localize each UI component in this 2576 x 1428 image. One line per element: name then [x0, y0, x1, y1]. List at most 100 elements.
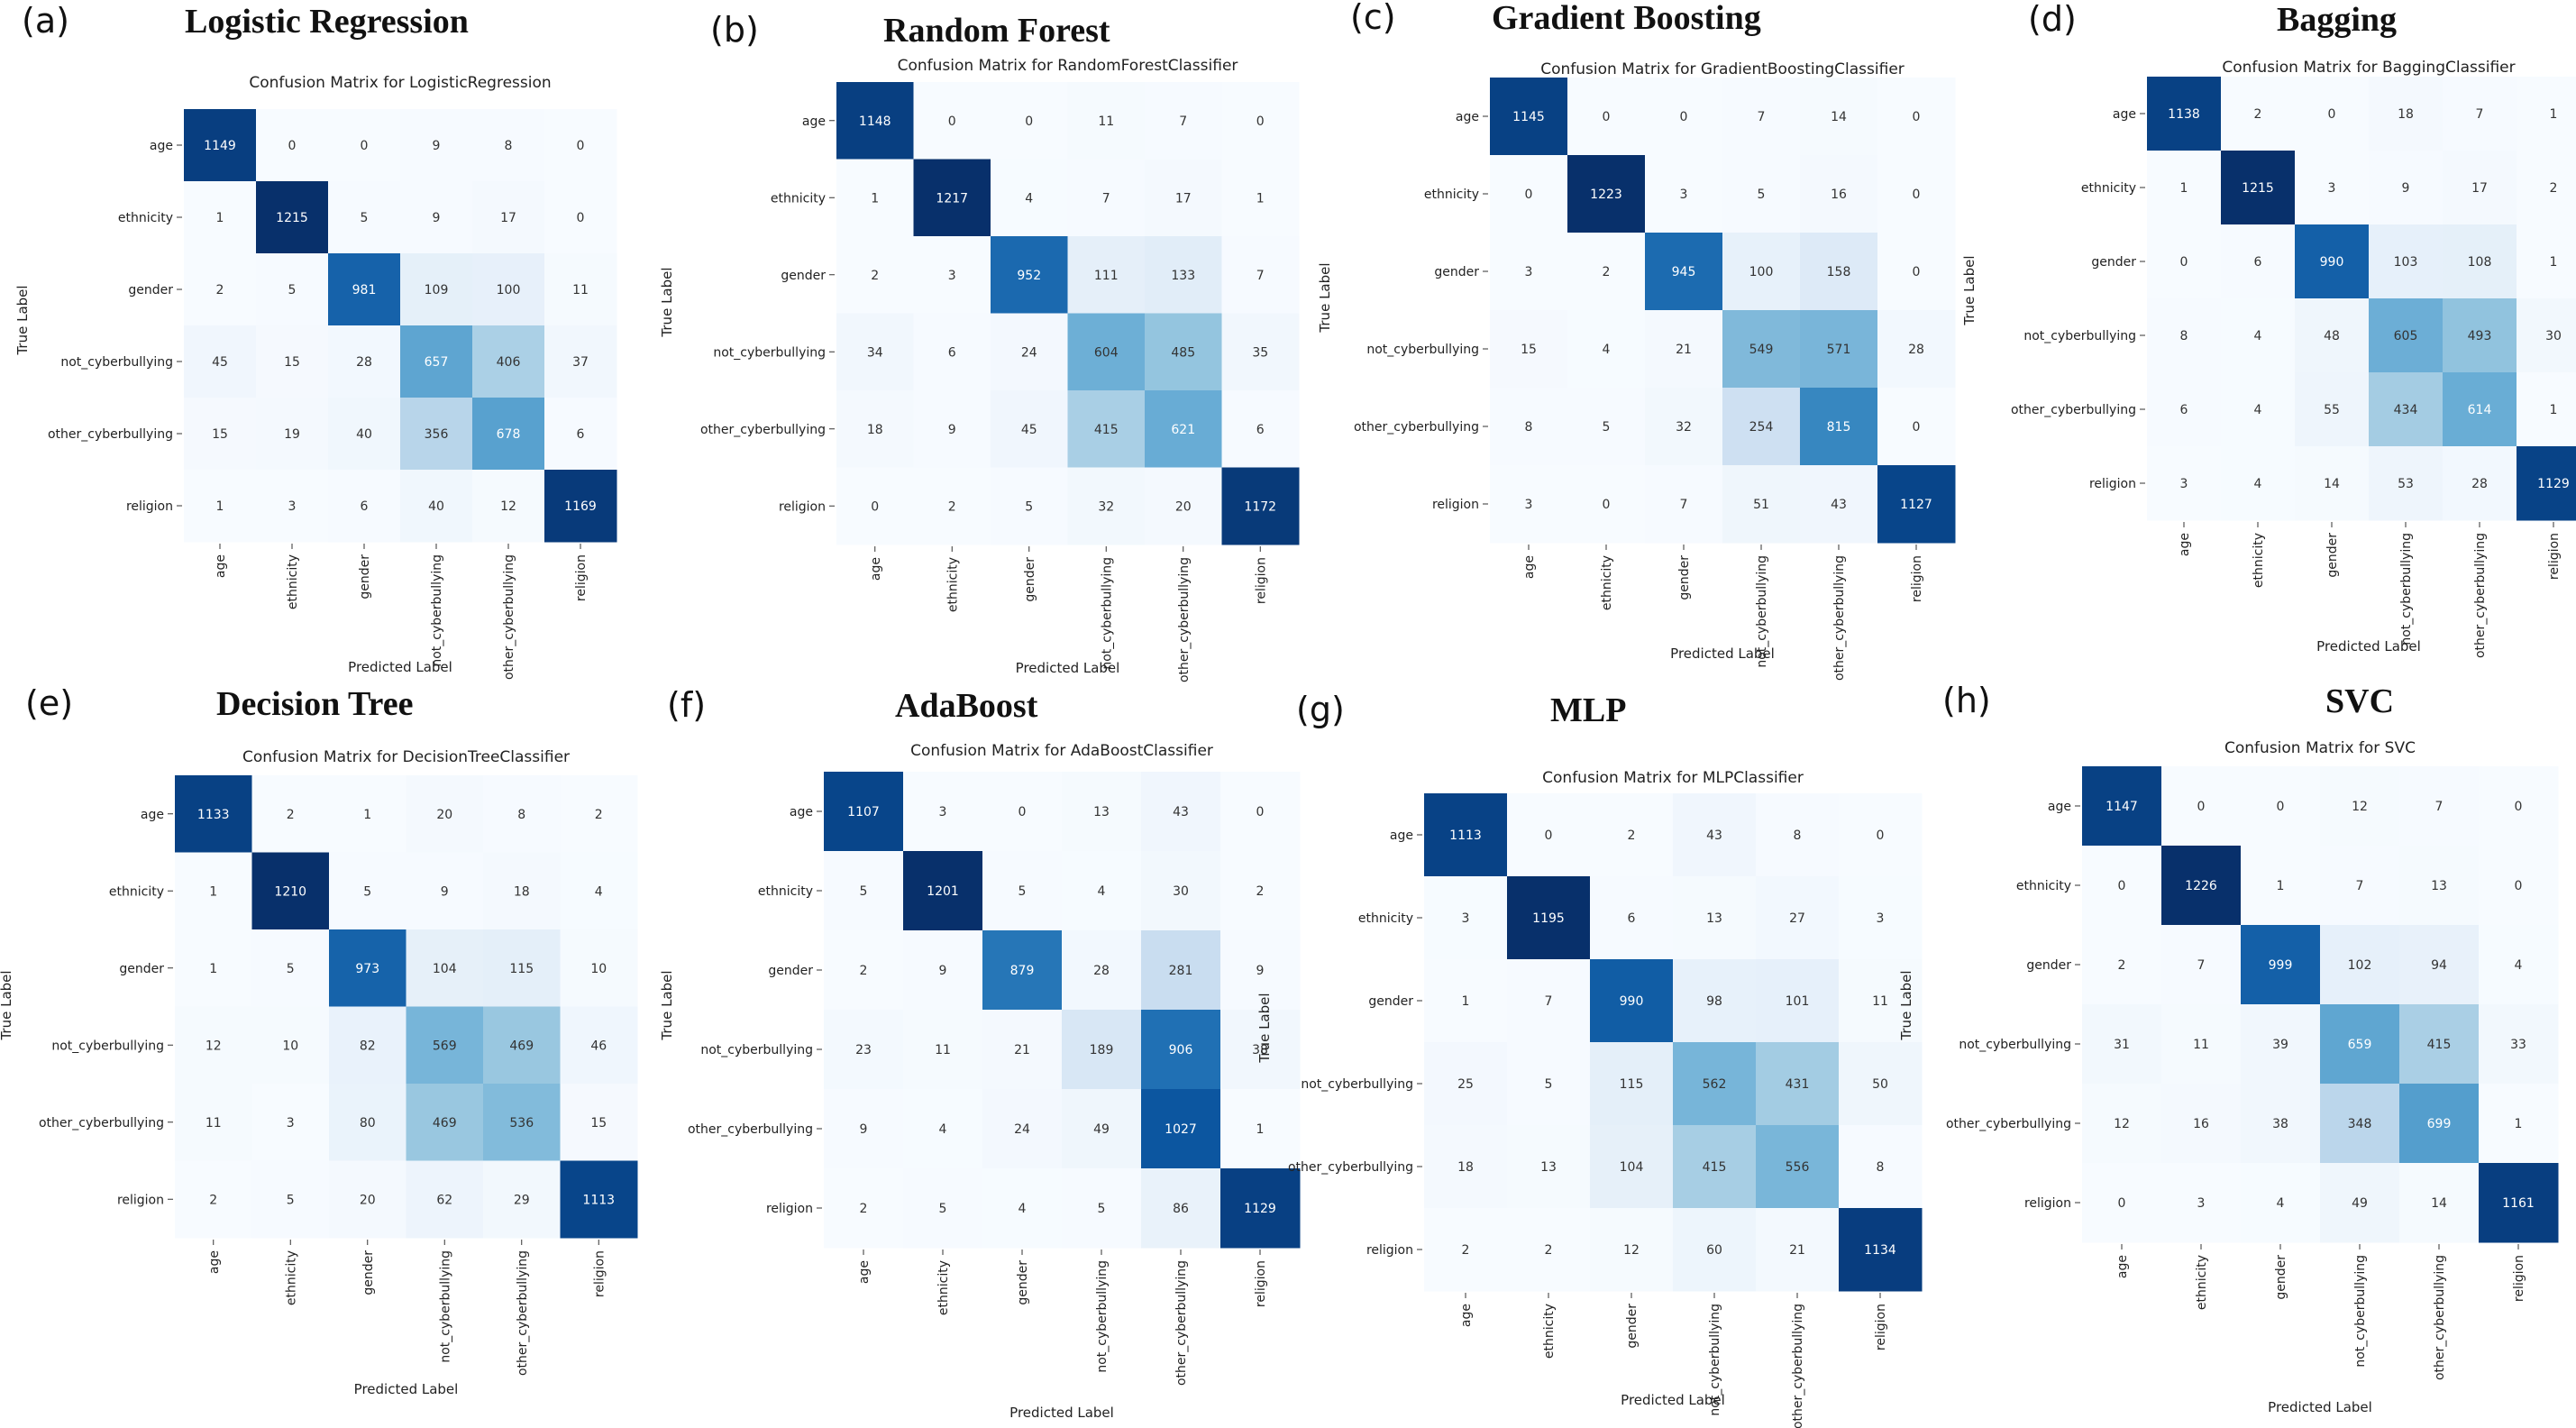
cell-value-label: 562: [1703, 1077, 1727, 1092]
cell-value-label: 7: [2197, 958, 2206, 973]
heatmap-cell: [2443, 446, 2517, 521]
heatmap-cell: [1141, 930, 1221, 1011]
heatmap-cell: [1722, 388, 1801, 466]
cell-value-label: 1169: [564, 499, 597, 514]
cell-value-label: 6: [948, 345, 956, 360]
cell-value-label: 16: [1831, 188, 1847, 202]
heatmap-cell: [1590, 959, 1674, 1043]
cell-value-label: 49: [2352, 1196, 2368, 1211]
cell-value-label: 0: [1680, 110, 1688, 124]
heatmap-cell: [1645, 388, 1723, 466]
heatmap-cell: [2320, 766, 2400, 847]
heatmap-cell: [1507, 876, 1591, 960]
y-axis-label: True Label: [14, 285, 31, 355]
heatmap-cell: [903, 1089, 983, 1169]
heatmap-cell: [1839, 793, 1923, 877]
y-tick-label: other_cyberbullying: [1288, 1160, 1413, 1175]
chart-title: Confusion Matrix for RandomForestClassif…: [898, 57, 1238, 75]
cell-value-label: 109: [425, 283, 449, 298]
x-tick-label: not_cyberbullying: [1708, 1304, 1722, 1416]
cell-value-label: 1: [363, 808, 371, 822]
heatmap-cell: [824, 930, 904, 1011]
cell-value-label: 2: [595, 808, 603, 822]
heatmap-cell: [1645, 310, 1723, 389]
cell-value-label: 5: [1019, 884, 1027, 899]
heatmap-cell: [1800, 155, 1878, 233]
cell-value-label: 4: [1025, 191, 1033, 206]
cell-value-label: 952: [1017, 269, 1041, 283]
cell-value-label: 111: [1094, 269, 1119, 283]
heatmap-cell: [1062, 1089, 1142, 1169]
heatmap-cell: [1722, 155, 1801, 233]
cell-value-label: 415: [1094, 423, 1119, 437]
cell-value-label: 1027: [1165, 1122, 1197, 1137]
heatmap-cell: [328, 181, 401, 254]
heatmap-cell: [903, 1010, 983, 1090]
heatmap-cell: [184, 253, 257, 326]
heatmap-cell: [1220, 930, 1301, 1011]
y-tick-label: ethnicity: [2081, 181, 2136, 196]
cell-value-label: 14: [1831, 110, 1847, 124]
heatmap-cell: [483, 775, 561, 853]
x-tick-label: religion: [1254, 557, 1268, 604]
cell-value-label: 55: [2324, 403, 2340, 417]
cell-value-label: 5: [939, 1202, 947, 1216]
heatmap-cell: [328, 398, 401, 471]
y-tick-label: gender: [119, 962, 164, 976]
heatmap-cell: [836, 236, 914, 314]
cell-value-label: 1: [209, 884, 217, 899]
y-tick-label: other_cyberbullying: [1946, 1117, 2071, 1131]
x-tick-label: other_cyberbullying: [2433, 1255, 2447, 1380]
heatmap-cell: [2221, 446, 2296, 521]
heatmap-cell: [2147, 446, 2222, 521]
cell-value-label: 100: [1749, 265, 1774, 279]
heatmap-cell: [903, 930, 983, 1011]
heatmap-cell: [256, 253, 329, 326]
cell-value-label: 101: [1786, 994, 1810, 1009]
heatmap-cell: [2443, 151, 2517, 225]
panel-heading: Random Forest: [883, 12, 1110, 50]
heatmap-cell: [2147, 151, 2222, 225]
cell-value-label: 9: [1256, 964, 1265, 978]
cell-value-label: 3: [1877, 911, 1885, 926]
cell-value-label: 7: [2435, 800, 2444, 814]
heatmap-cell: [2479, 1163, 2559, 1243]
heatmap-cell: [1877, 155, 1956, 233]
x-tick-label: other_cyberbullying: [1174, 1260, 1189, 1386]
heatmap-cell: [1756, 793, 1840, 877]
cell-value-label: 13: [1540, 1160, 1557, 1175]
heatmap-cell: [406, 1084, 484, 1161]
cell-value-label: 0: [2515, 800, 2523, 814]
heatmap-cell: [2082, 846, 2162, 926]
x-tick-label: not_cyberbullying: [2353, 1255, 2368, 1368]
y-tick-label: gender: [1368, 994, 1413, 1009]
heatmap-cell: [1673, 876, 1757, 960]
cell-value-label: 9: [939, 964, 947, 978]
cell-value-label: 678: [497, 427, 521, 442]
cell-value-label: 1113: [582, 1193, 615, 1207]
cell-value-label: 0: [1603, 498, 1611, 512]
cell-value-label: 12: [206, 1039, 222, 1053]
cell-value-label: 24: [1021, 345, 1037, 360]
cell-value-label: 2: [209, 1193, 217, 1207]
heatmap-cell: [1220, 1168, 1301, 1249]
x-tick-label: ethnicity: [1600, 555, 1614, 610]
heatmap-cell: [251, 929, 330, 1007]
cell-value-label: 20: [360, 1193, 376, 1207]
heatmap-cell: [2241, 1084, 2321, 1164]
heatmap-cell: [1756, 1208, 1840, 1292]
cell-value-label: 10: [282, 1039, 298, 1053]
heatmap-cell: [1567, 78, 1646, 156]
heatmap-cell: [1839, 1125, 1923, 1209]
cell-value-label: 11: [206, 1116, 222, 1130]
cell-value-label: 5: [361, 211, 369, 225]
heatmap-cell: [1722, 233, 1801, 311]
cell-value-label: 4: [2254, 403, 2262, 417]
heatmap-cell: [1490, 465, 1568, 544]
cell-value-label: 2: [1628, 828, 1636, 843]
cell-value-label: 2: [1256, 884, 1265, 899]
heatmap-cell: [982, 772, 1063, 852]
heatmap-cell: [2369, 298, 2444, 373]
heatmap-cell: [2161, 1084, 2242, 1164]
heatmap-cell: [560, 1006, 638, 1085]
